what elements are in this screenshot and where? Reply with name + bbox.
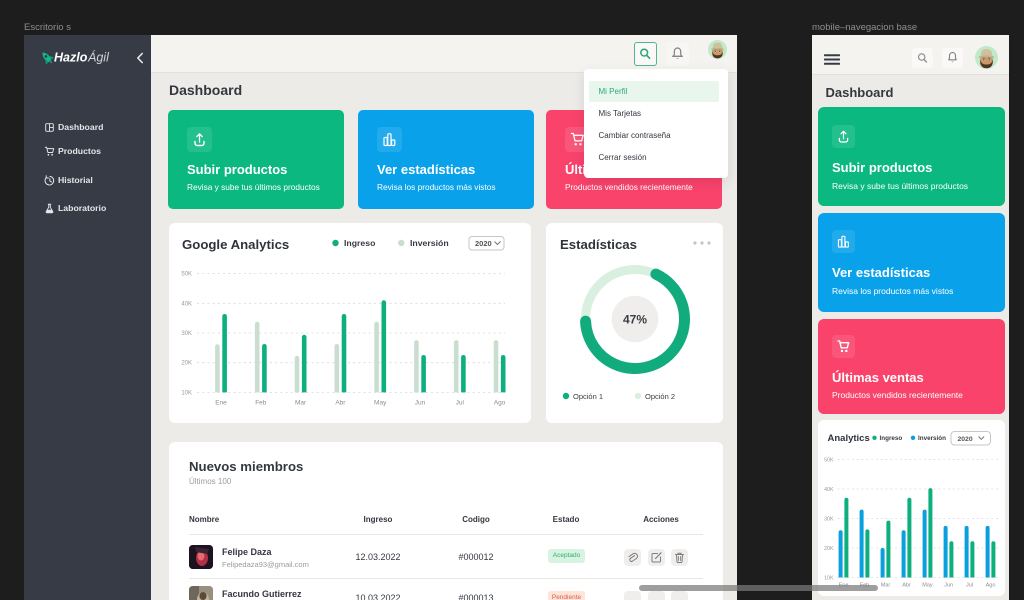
svg-text:10K: 10K bbox=[181, 390, 192, 396]
svg-text:Jun: Jun bbox=[944, 583, 953, 589]
svg-text:Abr: Abr bbox=[902, 583, 911, 589]
svg-text:Abr: Abr bbox=[335, 400, 346, 407]
svg-text:Jul: Jul bbox=[456, 400, 465, 407]
svg-text:Opción 1: Opción 1 bbox=[573, 392, 603, 401]
svg-text:Google Analytics: Google Analytics bbox=[182, 237, 289, 252]
svg-text:Estadísticas: Estadísticas bbox=[560, 237, 637, 252]
svg-text:20K: 20K bbox=[181, 361, 192, 367]
svg-text:50K: 50K bbox=[824, 457, 834, 463]
svg-text:Feb: Feb bbox=[255, 400, 267, 407]
svg-text:Mar: Mar bbox=[880, 583, 890, 589]
svg-text:20K: 20K bbox=[824, 546, 834, 552]
svg-text:40K: 40K bbox=[181, 301, 192, 307]
svg-text:Ene: Ene bbox=[215, 400, 227, 407]
svg-text:Ago: Ago bbox=[494, 400, 506, 407]
svg-text:50K: 50K bbox=[181, 272, 192, 278]
svg-text:Jun: Jun bbox=[415, 400, 426, 407]
svg-text:Inversión: Inversión bbox=[918, 435, 946, 442]
svg-text:Ingreso: Ingreso bbox=[879, 435, 902, 442]
svg-text:2020: 2020 bbox=[957, 436, 972, 443]
svg-text:May: May bbox=[374, 400, 387, 407]
svg-text:30K: 30K bbox=[181, 331, 192, 337]
svg-text:40K: 40K bbox=[824, 487, 834, 493]
svg-text:Inversión: Inversión bbox=[410, 238, 449, 248]
svg-text:May: May bbox=[922, 583, 933, 589]
svg-text:Ingreso: Ingreso bbox=[344, 238, 375, 248]
svg-text:2020: 2020 bbox=[475, 239, 492, 248]
svg-text:Mar: Mar bbox=[295, 400, 307, 407]
svg-text:Ago: Ago bbox=[985, 583, 995, 589]
svg-text:Opción 2: Opción 2 bbox=[645, 392, 675, 401]
svg-text:47%: 47% bbox=[623, 313, 647, 327]
svg-text:30K: 30K bbox=[824, 516, 834, 522]
svg-text:Analytics: Analytics bbox=[827, 433, 869, 444]
svg-text:Ágil: Ágil bbox=[87, 50, 110, 65]
svg-text:Hazlo: Hazlo bbox=[54, 51, 88, 65]
svg-text:Jul: Jul bbox=[965, 583, 972, 589]
svg-text:10K: 10K bbox=[824, 575, 834, 581]
